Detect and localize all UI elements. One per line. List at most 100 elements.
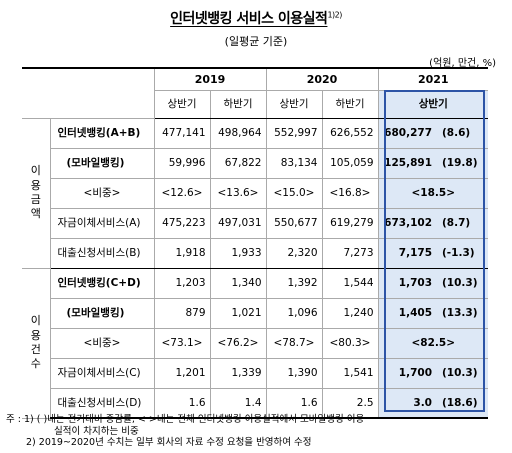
cell: 552,997 <box>265 117 323 149</box>
cell: <76.2> <box>209 327 267 359</box>
cell: 83,134 <box>265 147 323 179</box>
cell: 1.6 <box>265 387 323 419</box>
table-row: 자금이체서비스(A) 475,223 497,031 550,677 619,2… <box>22 207 488 239</box>
cell-2021: 3.0 <box>377 387 436 419</box>
half-2020-h2: 하반기 <box>321 89 379 119</box>
cell-2021: 673,102 <box>377 207 436 239</box>
row-label: (모바일뱅킹) <box>50 147 155 179</box>
row-label: (모바일뱅킹) <box>50 297 155 329</box>
cell-2021: 1,405 <box>377 297 436 329</box>
table-row: 대출신청서비스(D) 1.6 1.4 1.6 2.5 3.0 (18.6) <box>22 387 488 419</box>
cell: 1.4 <box>209 387 267 419</box>
cell: 2,320 <box>265 237 323 269</box>
cell-2021: 125,891 <box>377 147 436 179</box>
cell: <80.3> <box>321 327 379 359</box>
half-2021-h1: 상반기 <box>377 89 488 119</box>
cell: 1,340 <box>209 267 267 299</box>
half-2020-h1: 상반기 <box>265 89 323 119</box>
cell: 550,677 <box>265 207 323 239</box>
table-row: 자금이체서비스(C) 1,201 1,339 1,390 1,541 1,700… <box>22 357 488 389</box>
cell: 477,141 <box>153 117 211 149</box>
table-title: 인터넷뱅킹 서비스 이용실적1)2) <box>0 8 512 28</box>
cell: 1,390 <box>265 357 323 389</box>
cell: 67,822 <box>209 147 267 179</box>
cell: 1,240 <box>321 297 379 329</box>
year-2019: 2019 <box>153 67 267 91</box>
cell: <78.7> <box>265 327 323 359</box>
half-2019-h1: 상반기 <box>154 89 211 119</box>
footnote-2: 2) 2019~2020년 수치는 일부 회사의 자료 수정 요청을 반영하여 … <box>26 437 312 448</box>
table-row: 대출신청서비스(B) 1,918 1,933 2,320 7,273 7,175… <box>22 237 488 269</box>
cell-2021: 680,277 <box>377 117 436 149</box>
cell-change-rate: (8.6) <box>436 117 488 149</box>
row-label: 대출신청서비스(D) <box>50 387 155 419</box>
cell: 1,021 <box>209 297 267 329</box>
cell-2021: <18.5> <box>377 177 488 209</box>
usage-table: 2019 2020 2021 상반기 하반기 상반기 하반기 상반기 이 용 금… <box>22 67 488 419</box>
table-row: (모바일뱅킹) 59,996 67,822 83,134 105,059 125… <box>22 147 488 179</box>
cell: 497,031 <box>209 207 267 239</box>
year-2021: 2021 <box>377 67 488 91</box>
half-header-row: 상반기 하반기 상반기 하반기 상반기 <box>22 89 488 119</box>
unit-label: (억원, 만건, %) <box>429 58 496 69</box>
group-label-amount: 이 용 금 액 <box>22 117 51 269</box>
cell-change-rate: (8.7) <box>436 207 488 239</box>
cell: 626,552 <box>321 117 379 149</box>
cell: 1,918 <box>153 237 211 269</box>
cell-2021: <82.5> <box>377 327 488 359</box>
title-footnote-mark: 1)2) <box>327 10 342 20</box>
table-row: (모바일뱅킹) 879 1,021 1,096 1,240 1,405 (13.… <box>22 297 488 329</box>
cell: 1,392 <box>265 267 323 299</box>
row-label: <비중> <box>50 327 155 359</box>
cell-2021: 7,175 <box>377 237 436 269</box>
cell: 1,933 <box>209 237 267 269</box>
cell: <13.6> <box>209 177 267 209</box>
cell: 1,203 <box>153 267 211 299</box>
group-label-count: 이 용 건 수 <box>22 267 51 419</box>
row-label: <비중> <box>50 177 155 209</box>
row-label: 인터넷뱅킹(A+B) <box>49 117 155 149</box>
cell-change-rate: (10.3) <box>436 357 488 389</box>
table-row: <비중> <73.1> <76.2> <78.7> <80.3> <82.5> <box>22 327 488 359</box>
cell: 1,201 <box>153 357 211 389</box>
subtitle: (일평균 기준) <box>224 35 288 48</box>
year-2020: 2020 <box>265 67 379 91</box>
footnote-1-cont: 실적이 차지하는 비중 <box>54 425 139 437</box>
cell: 1,544 <box>321 267 379 299</box>
cell: 498,964 <box>209 117 267 149</box>
year-header-row: 2019 2020 2021 <box>22 67 488 119</box>
cell: 475,223 <box>153 207 211 239</box>
cell: <15.0> <box>265 177 323 209</box>
cell: 1,339 <box>209 357 267 389</box>
cell: <16.8> <box>321 177 379 209</box>
cell-2021: 1,703 <box>377 267 436 299</box>
cell: 879 <box>153 297 211 329</box>
cell: 1,541 <box>321 357 379 389</box>
cell-2021: 1,700 <box>377 357 436 389</box>
header-blank <box>22 67 155 119</box>
row-label: 대출신청서비스(B) <box>50 237 155 269</box>
row-label: 자금이체서비스(C) <box>50 357 155 389</box>
cell: 59,996 <box>153 147 211 179</box>
row-label: 인터넷뱅킹(C+D) <box>49 267 155 299</box>
table-row: 이 용 건 수 인터넷뱅킹(C+D) 1,203 1,340 1,392 1,5… <box>22 267 488 419</box>
cell-change-rate: (18.6) <box>436 387 488 419</box>
cell: <73.1> <box>153 327 211 359</box>
cell: 7,273 <box>321 237 379 269</box>
half-2019-h2: 하반기 <box>209 89 267 119</box>
cell-change-rate: (19.8) <box>436 147 488 179</box>
cell: 1,096 <box>265 297 323 329</box>
footnotes: 주 : 1) ( )내는 전기대비 증감률, < >내는 전체 인터넷뱅킹 이용… <box>6 414 512 449</box>
cell: 105,059 <box>321 147 379 179</box>
table-row: <비중> <12.6> <13.6> <15.0> <16.8> <18.5> <box>22 177 488 209</box>
footnote-1: 주 : 1) ( )내는 전기대비 증감률, < >내는 전체 인터넷뱅킹 이용… <box>6 414 365 425</box>
cell-change-rate: (13.3) <box>436 297 488 329</box>
table-row: 이 용 금 액 인터넷뱅킹(A+B) 477,141 498,964 552,9… <box>22 117 488 269</box>
cell: 619,279 <box>321 207 379 239</box>
cell: <12.6> <box>153 177 211 209</box>
row-label: 자금이체서비스(A) <box>50 207 155 239</box>
cell-change-rate: (10.3) <box>436 267 488 299</box>
cell-change-rate: (-1.3) <box>436 237 488 269</box>
title-text: 인터넷뱅킹 서비스 이용실적 <box>170 11 328 27</box>
cell: 1.6 <box>153 387 211 419</box>
